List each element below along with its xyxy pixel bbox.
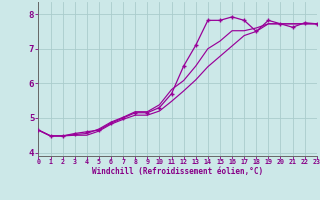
X-axis label: Windchill (Refroidissement éolien,°C): Windchill (Refroidissement éolien,°C) — [92, 167, 263, 176]
